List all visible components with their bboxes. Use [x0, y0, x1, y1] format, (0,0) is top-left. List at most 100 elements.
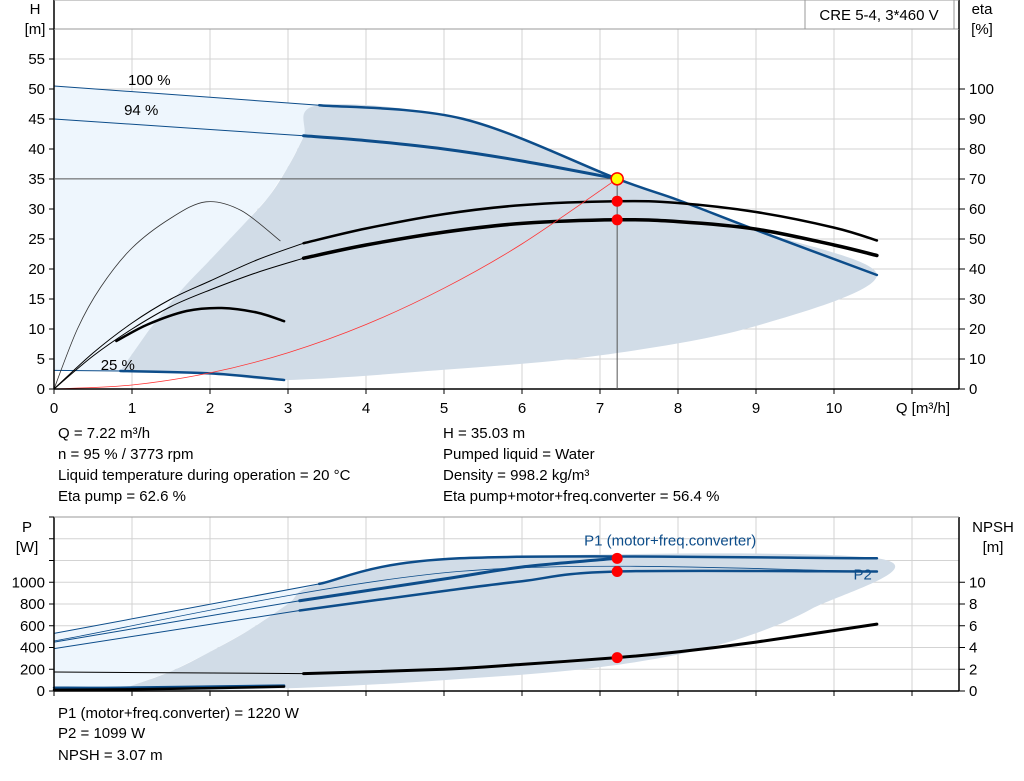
series-curve-0 [53, 583, 320, 634]
series-curve-11 [115, 306, 286, 343]
left-tick-label: 200 [20, 661, 45, 678]
series-curve-10 [52, 685, 286, 692]
result-npsh: NPSH = 3.07 m [58, 747, 163, 764]
outer-range-area [54, 583, 320, 691]
right-tick-label: 90 [969, 111, 986, 128]
series-label: P2 [854, 566, 872, 583]
series-curve-10 [53, 201, 281, 390]
result-temperature: Liquid temperature during operation = 20… [58, 467, 351, 484]
right-tick-label: 8 [969, 596, 977, 613]
series-curve-3 [302, 134, 619, 181]
series-curve-8 [53, 257, 305, 390]
series-curve-5 [53, 610, 301, 650]
operating-range-area [120, 104, 877, 381]
series-curve-0 [53, 85, 320, 106]
eta-axis-label: eta [972, 1, 994, 18]
right-tick-label: 80 [969, 141, 986, 158]
series-curve-1 [317, 555, 879, 586]
series-curve-8 [53, 671, 305, 675]
right-tick-label: 50 [969, 231, 986, 248]
h-axis-unit: [m] [25, 21, 46, 38]
right-tick-label: 10 [969, 574, 986, 591]
p2-marker [611, 565, 623, 577]
x-tick-label: 0 [50, 400, 58, 417]
left-tick-label: 40 [28, 141, 45, 158]
result-speed: n = 95 % / 3773 rpm [58, 446, 194, 463]
right-tick-label: 4 [969, 640, 977, 657]
right-tick-label: 2 [969, 661, 977, 678]
result-p1: P1 (motor+freq.converter) = 1220 W [58, 705, 299, 722]
right-tick-label: 0 [969, 381, 977, 398]
power-npsh-chart: 0 200 400 600 800 1000 0 2 4 6 8 10 P1 (motor+freq.c… [12, 516, 986, 700]
eta-pump-marker [611, 195, 623, 207]
duty-point-marker [610, 172, 624, 186]
series-curve-3 [298, 556, 619, 603]
right-tick-label: 0 [969, 683, 977, 700]
left-tick-label: 45 [28, 111, 45, 128]
series-curve-2 [53, 118, 305, 137]
x-tick-label: 4 [362, 400, 370, 417]
left-tick-label: 15 [28, 291, 45, 308]
npsh-axis-label: NPSH [972, 519, 1014, 536]
series-curve-4 [53, 369, 121, 372]
result-eta-total: Eta pump+motor+freq.converter = 56.4 % [443, 488, 720, 505]
left-tick-label: 5 [37, 351, 45, 368]
qh-chart: 0510152025303540455055010203040506070809… [28, 0, 994, 417]
x-tick-label: 1 [128, 400, 136, 417]
p-axis-unit: [W] [16, 539, 39, 556]
left-tick-label: 30 [28, 201, 45, 218]
right-tick-label: 100 [969, 81, 994, 98]
left-tick-label: 25 [28, 231, 45, 248]
pump-title: CRE 5-4, 3*460 V [819, 7, 938, 24]
series-label: P1 (motor+freq.converter) [584, 533, 756, 550]
result-p2: P2 = 1099 W [58, 725, 146, 742]
right-tick-label: 40 [969, 261, 986, 278]
x-tick-label: 6 [518, 400, 526, 417]
series-curve-12 [53, 178, 618, 390]
eta-axis-unit: [%] [971, 21, 993, 38]
speed-curve-label: 100 % [128, 72, 171, 89]
outer-range-area [54, 86, 320, 389]
left-tick-label: 10 [28, 321, 45, 338]
p1-marker [611, 552, 623, 564]
x-tick-label: 2 [206, 400, 214, 417]
p-axis-label: P [22, 519, 32, 536]
q-axis-label: Q [m³/h] [896, 400, 950, 417]
speed-curve-label: 94 % [124, 102, 158, 119]
h-axis-label: H [30, 1, 41, 18]
result-density: Density = 998.2 kg/m³ [443, 467, 590, 484]
x-tick-label: 7 [596, 400, 604, 417]
x-tick-label: 3 [284, 400, 292, 417]
left-tick-label: 0 [37, 683, 45, 700]
result-h: H = 35.03 m [443, 425, 526, 442]
series-curve-4 [53, 565, 878, 642]
result-q: Q = 7.22 m³/h [58, 425, 151, 442]
series-curve-7 [52, 684, 286, 690]
left-tick-label: 35 [28, 171, 45, 188]
eta-total-marker [611, 214, 623, 226]
speed-curve-label: 25 % [101, 357, 135, 374]
result-liquid: Pumped liquid = Water [443, 446, 595, 463]
series-curve-6 [298, 569, 879, 612]
left-tick-label: 50 [28, 81, 45, 98]
x-tick-label: 9 [752, 400, 760, 417]
series-curve-5 [119, 369, 286, 382]
left-tick-label: 1000 [12, 574, 45, 591]
right-tick-label: 10 [969, 351, 986, 368]
result-eta-pump: Eta pump = 62.6 % [58, 488, 186, 505]
left-tick-label: 400 [20, 640, 45, 657]
series-curve-1 [317, 103, 879, 277]
left-tick-label: 600 [20, 618, 45, 635]
right-tick-label: 6 [969, 618, 977, 635]
pump-title-box [804, 0, 955, 30]
npsh-axis-unit: [m] [983, 539, 1004, 556]
x-tick-label: 8 [674, 400, 682, 417]
left-tick-label: 55 [28, 51, 45, 68]
operating-range-area [120, 553, 896, 691]
right-tick-label: 20 [969, 321, 986, 338]
x-tick-label: 5 [440, 400, 448, 417]
right-tick-label: 70 [969, 171, 986, 188]
right-tick-label: 30 [969, 291, 986, 308]
left-tick-label: 800 [20, 596, 45, 613]
